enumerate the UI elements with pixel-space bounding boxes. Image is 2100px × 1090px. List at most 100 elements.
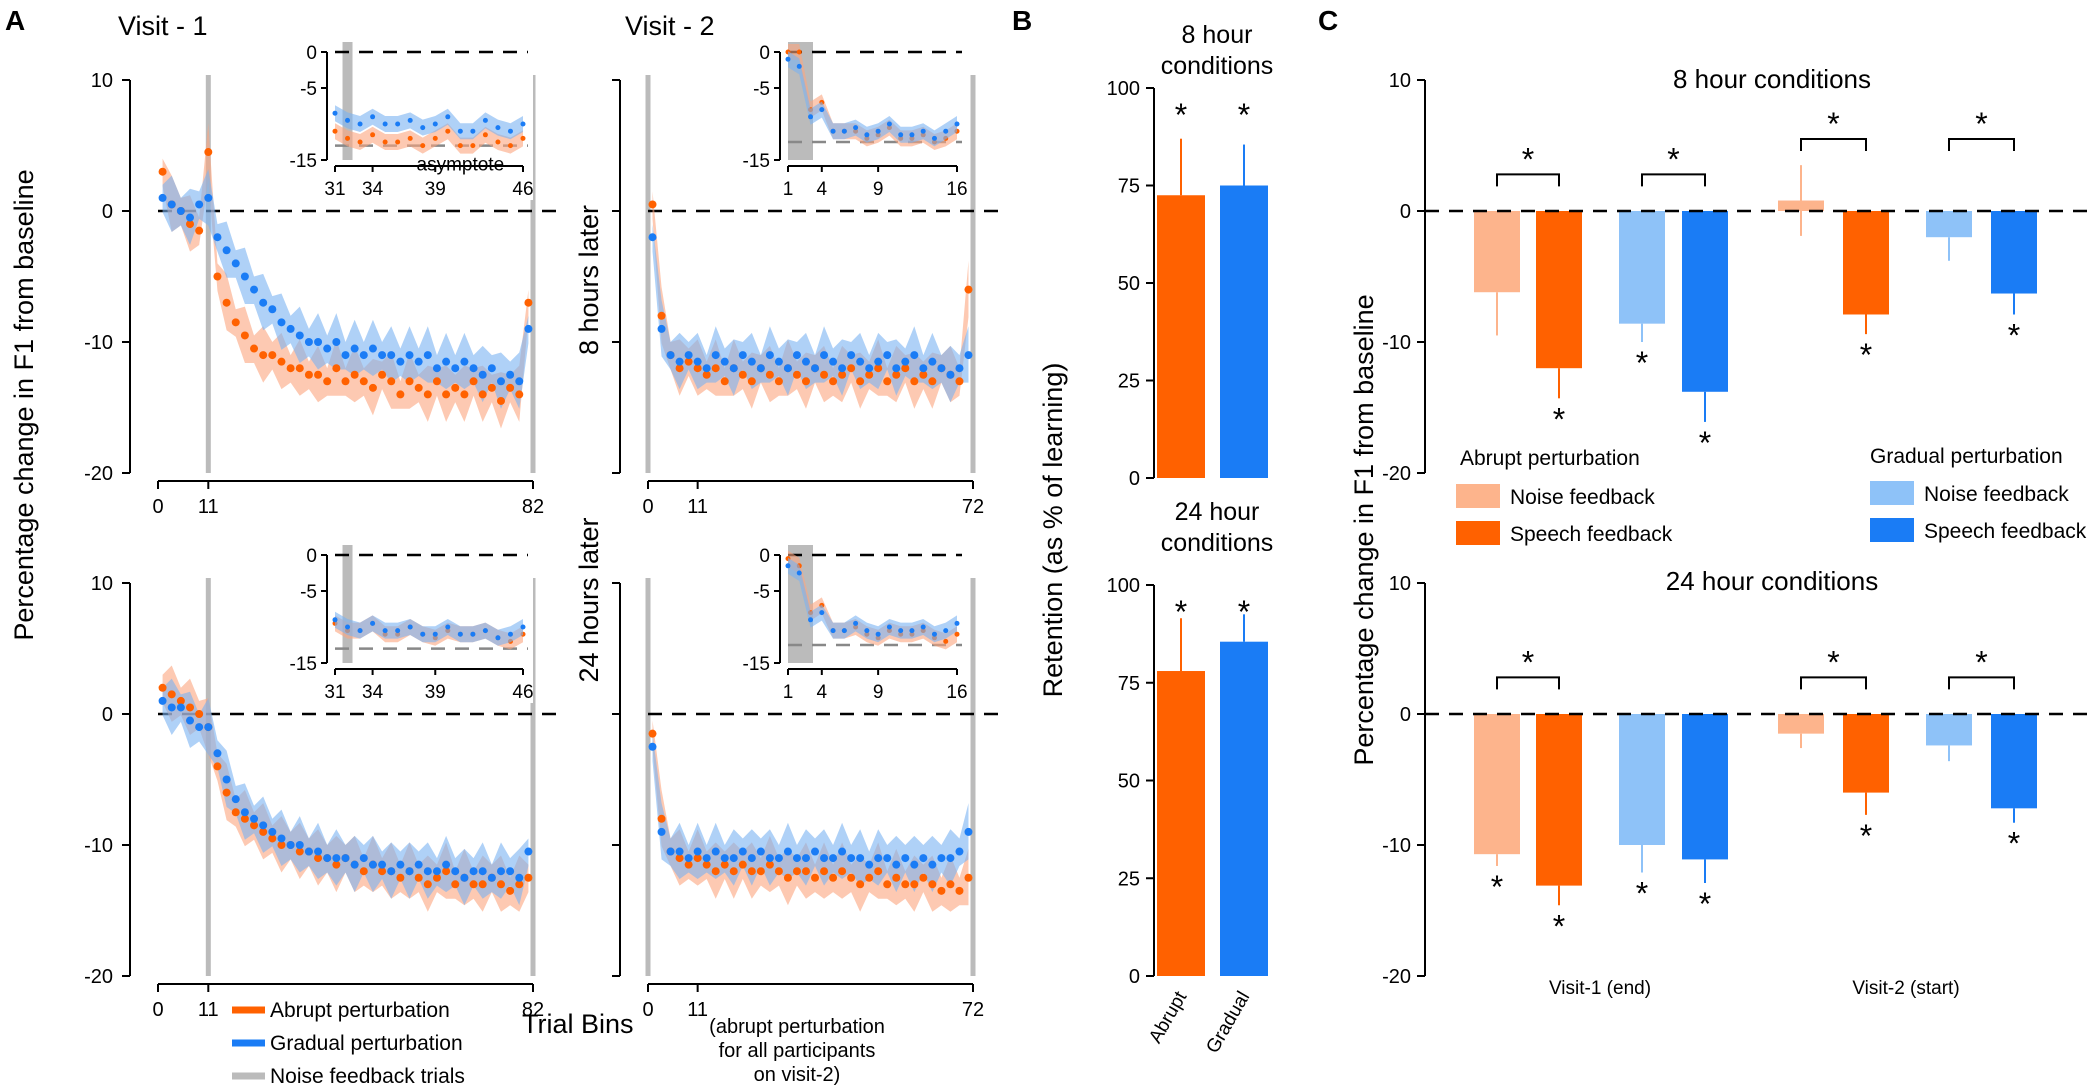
data-point-gradual <box>451 364 460 373</box>
inset-point <box>407 624 413 630</box>
data-point-gradual <box>295 841 304 849</box>
data-point-abrupt <box>524 298 533 307</box>
inset-point <box>920 128 926 134</box>
significance-bracket <box>1496 173 1560 187</box>
data-point-gradual <box>729 364 738 373</box>
data-point-gradual <box>478 867 487 876</box>
inset-point <box>943 638 949 644</box>
chart-a-24h-visit2: 0 11 72 0 -5 -15 1 4 9 16 <box>612 545 1003 1021</box>
data-point-abrupt <box>901 880 910 889</box>
data-point-gradual <box>937 854 946 863</box>
bar <box>1536 211 1582 369</box>
inset-x-tick-label: 1 <box>783 179 794 200</box>
inset-x-tick-label: 46 <box>512 179 533 200</box>
data-point-abrupt <box>405 377 414 386</box>
data-point-abrupt <box>332 860 341 869</box>
data-point-abrupt <box>829 873 838 882</box>
y-tick-label: 0 <box>1129 468 1140 490</box>
data-point-gradual <box>838 364 847 373</box>
inset-point <box>407 117 413 123</box>
inset-point <box>395 121 401 127</box>
data-point-gradual <box>487 364 496 373</box>
data-point-gradual <box>240 272 249 281</box>
inset-point <box>445 624 451 630</box>
data-point-abrupt <box>720 377 729 386</box>
y-tick-label: 0 <box>102 704 113 726</box>
data-point-abrupt <box>765 860 774 869</box>
data-point-abrupt <box>277 357 286 366</box>
sem-band-gradual <box>162 169 529 409</box>
data-point-abrupt <box>222 788 231 797</box>
data-point-abrupt <box>820 867 829 876</box>
data-point-abrupt <box>478 390 487 399</box>
data-point-gradual <box>711 847 720 856</box>
inset-point <box>332 617 338 623</box>
data-point-gradual <box>378 351 387 360</box>
data-point-abrupt <box>964 873 973 882</box>
data-point-gradual <box>304 847 313 856</box>
y-tick-label: 10 <box>1389 573 1411 595</box>
y-tick-label: -10 <box>84 835 113 857</box>
data-point-abrupt <box>774 377 783 386</box>
data-point-gradual <box>811 364 820 373</box>
significance-bracket <box>1800 676 1867 690</box>
data-point-gradual <box>892 364 901 373</box>
data-point-abrupt <box>648 200 657 209</box>
data-point-abrupt <box>820 370 829 379</box>
inset-point <box>520 624 526 630</box>
data-point-abrupt <box>204 148 213 157</box>
data-point-gradual <box>186 716 195 725</box>
data-point-gradual <box>675 847 684 856</box>
inset-x-tick-label: 9 <box>873 682 884 703</box>
data-point-gradual <box>442 860 451 869</box>
inset-point <box>830 628 836 634</box>
inset-x-tick-label: 4 <box>817 682 828 703</box>
legend-c-abrupt-title: Abrupt perturbation <box>1460 447 1640 470</box>
data-point-gradual <box>314 338 323 346</box>
inset-x-tick-label: 46 <box>512 682 533 703</box>
data-point-gradual <box>213 233 222 242</box>
y-tick-label: -20 <box>84 966 113 988</box>
bar <box>1926 714 1972 746</box>
inset-point <box>796 570 802 576</box>
inset-point <box>432 631 438 637</box>
inset-point <box>909 132 915 138</box>
y-tick-label: -20 <box>1382 966 1411 988</box>
inset-point <box>357 121 363 127</box>
data-point-gradual <box>350 344 359 353</box>
data-point-gradual <box>506 867 515 876</box>
significance-bracket <box>1496 676 1560 690</box>
data-point-gradual <box>231 795 240 804</box>
y-tick-label: 25 <box>1118 868 1140 890</box>
data-point-gradual <box>277 834 286 843</box>
inset-point <box>357 139 363 145</box>
data-point-abrupt <box>883 880 892 889</box>
data-point-gradual <box>756 364 765 373</box>
data-point-abrupt <box>158 683 167 692</box>
inset-point <box>470 631 476 637</box>
data-point-gradual <box>442 357 451 366</box>
data-point-gradual <box>801 357 810 366</box>
inset-point <box>382 139 388 145</box>
inset-point <box>420 125 426 131</box>
inset-point <box>457 631 463 637</box>
inset-point <box>370 132 376 138</box>
y-tick-label: 25 <box>1118 371 1140 393</box>
data-point-abrupt <box>774 867 783 876</box>
inset-asymptote-label: asymptote <box>417 155 505 176</box>
data-point-abrupt <box>378 370 387 379</box>
data-point-gradual <box>414 357 423 366</box>
inset-point <box>785 563 791 569</box>
data-point-abrupt <box>295 364 304 373</box>
inset-band <box>335 123 523 154</box>
data-point-abrupt <box>919 873 928 882</box>
data-point-abrupt <box>792 867 801 876</box>
inset-point <box>370 620 376 626</box>
data-point-abrupt <box>756 867 765 876</box>
data-point-gradual <box>268 305 277 314</box>
data-point-gradual <box>756 847 765 856</box>
inset-y-tick-label: -5 <box>753 582 770 603</box>
data-point-gradual <box>195 723 204 732</box>
data-point-gradual <box>847 351 856 360</box>
inset-point <box>420 143 426 149</box>
